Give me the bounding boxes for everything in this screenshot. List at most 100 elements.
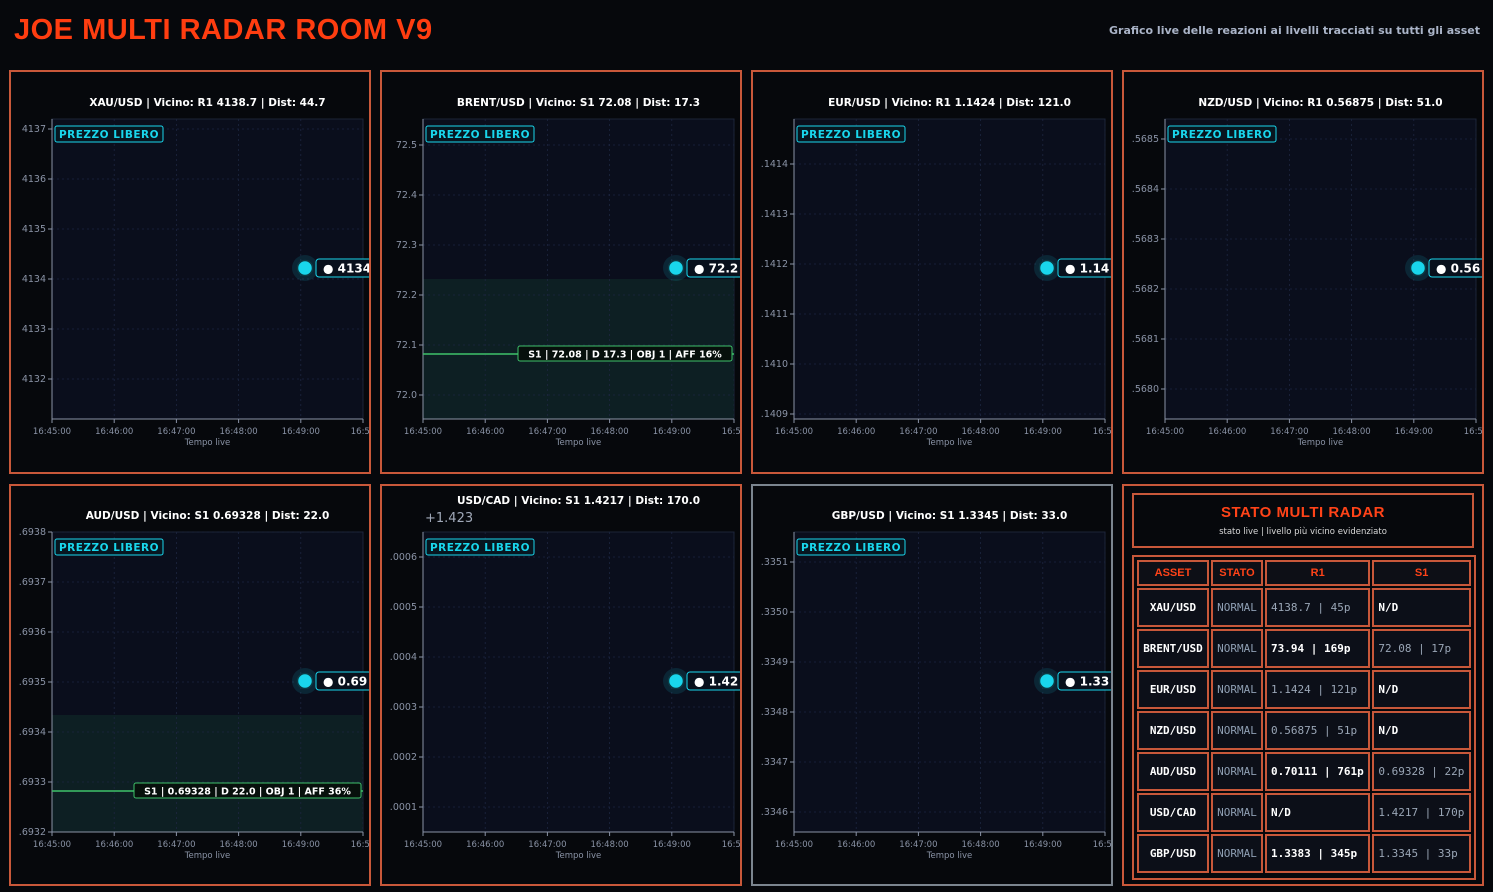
x-tick-label: 16:47:00 — [899, 427, 937, 437]
price-dot — [296, 672, 314, 690]
asset-chart: EUR/USD | Vicino: R1 1.1424 | Dist: 121.… — [761, 97, 1111, 448]
table-row: USD/CAD NORMAL N/D 1.4217 | 170p — [1137, 793, 1471, 832]
asset-chart: USD/CAD | Vicino: S1 1.4217 | Dist: 170.… — [390, 495, 740, 861]
price-label-box — [1428, 258, 1482, 278]
price-dot — [667, 259, 685, 277]
y-tick-label: .0002 — [390, 752, 417, 763]
y-tick-label: .3351 — [761, 557, 788, 568]
table-row: XAU/USD NORMAL 4138.7 | 45p N/D — [1137, 588, 1471, 627]
table-row: AUD/USD NORMAL 0.70111 | 761p 0.69328 | 22p — [1137, 752, 1471, 791]
x-tick-label: 16:47:00 — [528, 840, 566, 850]
y-tick-label: .5682 — [1132, 284, 1159, 295]
y-tick-label: .1409 — [761, 409, 788, 420]
y-tick-label: .6933 — [19, 777, 46, 788]
s1-cell: 1.4217 | 170p — [1372, 793, 1471, 832]
s1-cell: N/D — [1372, 670, 1471, 709]
x-tick-label: 16:50 — [1093, 427, 1111, 437]
price-label-box — [315, 258, 369, 278]
y-tick-label: .3350 — [761, 607, 788, 618]
chart-content: USD/CAD | Vicino: S1 1.4217 | Dist: 170.… — [390, 495, 740, 861]
status-badge: PREZZO LIBERO — [430, 129, 530, 141]
r1-cell: N/D — [1265, 793, 1371, 832]
y-tick-label: .1410 — [761, 359, 788, 370]
status-panel: STATO MULTI RADAR stato live | livello p… — [1122, 484, 1484, 886]
app-subtitle: Grafico live delle reazioni ai livelli t… — [1108, 24, 1480, 37]
x-tick-label: 16:50 — [1464, 427, 1482, 437]
x-axis-label: Tempo live — [184, 851, 231, 861]
price-label-box — [1057, 258, 1111, 278]
price-label-box — [315, 671, 369, 691]
y-tick-label: 4133 — [22, 324, 46, 335]
x-tick-label: 16:48:00 — [591, 840, 629, 850]
y-tick-label: 4134 — [22, 274, 46, 285]
y-tick-label: .0001 — [390, 802, 417, 813]
y-tick-label: 4132 — [22, 374, 46, 385]
asset-cell: BRENT/USD — [1137, 629, 1209, 668]
y-tick-label: .1412 — [761, 259, 788, 270]
asset-cell: XAU/USD — [1137, 588, 1209, 627]
x-tick-label: 16:45:00 — [33, 840, 71, 850]
status-badge-box — [796, 538, 906, 556]
y-tick-label: .6938 — [19, 527, 46, 538]
r1-cell: 1.1424 | 121p — [1265, 670, 1371, 709]
price-label: ● 1.33 — [1065, 675, 1109, 689]
x-tick-label: 16:46:00 — [837, 840, 875, 850]
asset-panel: EUR/USD | Vicino: R1 1.1424 | Dist: 121.… — [751, 70, 1113, 474]
chart-content: EUR/USD | Vicino: R1 1.1424 | Dist: 121.… — [761, 97, 1111, 448]
support-level-label-box — [517, 345, 733, 362]
chart-title: NZD/USD | Vicino: R1 0.56875 | Dist: 51.… — [1198, 97, 1442, 109]
x-tick-label: 16:45:00 — [775, 840, 813, 850]
price-label-box — [686, 258, 740, 278]
chart-title: BRENT/USD | Vicino: S1 72.08 | Dist: 17.… — [457, 97, 700, 109]
x-tick-label: 16:48:00 — [962, 427, 1000, 437]
x-tick-label: 16:48:00 — [220, 427, 258, 437]
x-axis-label: Tempo live — [926, 851, 973, 861]
y-tick-label: 4136 — [22, 174, 46, 185]
x-tick-label: 16:48:00 — [1333, 427, 1371, 437]
x-tick-label: 16:46:00 — [837, 427, 875, 437]
y-tick-label: .5681 — [1132, 334, 1159, 345]
asset-panel: NZD/USD | Vicino: R1 0.56875 | Dist: 51.… — [1122, 70, 1484, 474]
x-axis-label: Tempo live — [926, 438, 973, 448]
x-tick-label: 16:50 — [722, 427, 740, 437]
y-tick-label: 72.4 — [396, 190, 417, 201]
x-tick-label: 16:47:00 — [528, 427, 566, 437]
asset-cell: USD/CAD — [1137, 793, 1209, 832]
status-badge-box — [1167, 125, 1277, 143]
price-label: ● 4134 — [323, 262, 369, 276]
x-tick-label: 16:48:00 — [220, 840, 258, 850]
x-tick-label: 16:50 — [1093, 840, 1111, 850]
price-label: ● 0.56 — [1436, 262, 1480, 276]
s1-cell: N/D — [1372, 711, 1471, 750]
price-dot — [1038, 259, 1056, 277]
price-label: ● 1.42 — [694, 675, 738, 689]
x-tick-label: 16:45:00 — [1146, 427, 1184, 437]
price-dot — [1409, 259, 1427, 277]
y-tick-label: .6937 — [19, 577, 46, 588]
price-dot — [667, 672, 685, 690]
y-tick-label: .3346 — [761, 807, 788, 818]
y-tick-label: 72.0 — [396, 390, 417, 401]
price-label: ● 72.2 — [694, 262, 738, 276]
y-tick-label: 4135 — [22, 224, 46, 235]
asset-chart: AUD/USD | Vicino: S1 0.69328 | Dist: 22.… — [19, 510, 369, 861]
status-badge-box — [425, 125, 535, 143]
r1-cell: 4138.7 | 45p — [1265, 588, 1371, 627]
x-axis-label: Tempo live — [184, 438, 231, 448]
y-tick-label: .5685 — [1132, 134, 1159, 145]
chart-content: GBP/USD | Vicino: S1 1.3345 | Dist: 33.0… — [761, 510, 1111, 861]
r1-cell: 0.70111 | 761p — [1265, 752, 1371, 791]
status-table-wrap: ASSET STATO R1 S1 XAU/USD NORMAL 4138.7 | … — [1132, 555, 1476, 880]
status-badge: PREZZO LIBERO — [59, 542, 159, 554]
asset-chart: NZD/USD | Vicino: R1 0.56875 | Dist: 51.… — [1132, 97, 1482, 448]
r1-cell: 73.94 | 169p — [1265, 629, 1371, 668]
chart-content: BRENT/USD | Vicino: S1 72.08 | Dist: 17.… — [396, 97, 740, 448]
x-tick-label: 16:47:00 — [157, 427, 195, 437]
chart-title: USD/CAD | Vicino: S1 1.4217 | Dist: 170.… — [457, 495, 700, 507]
stato-cell: NORMAL — [1211, 793, 1264, 832]
x-tick-label: 16:47:00 — [899, 840, 937, 850]
support-level-label-box — [133, 782, 362, 799]
table-row: BRENT/USD NORMAL 73.94 | 169p 72.08 | 17p — [1137, 629, 1471, 668]
x-tick-label: 16:49:00 — [1024, 427, 1062, 437]
support-level-label: S1 | 0.69328 | D 22.0 | OBJ 1 | AFF 36% — [144, 787, 351, 798]
